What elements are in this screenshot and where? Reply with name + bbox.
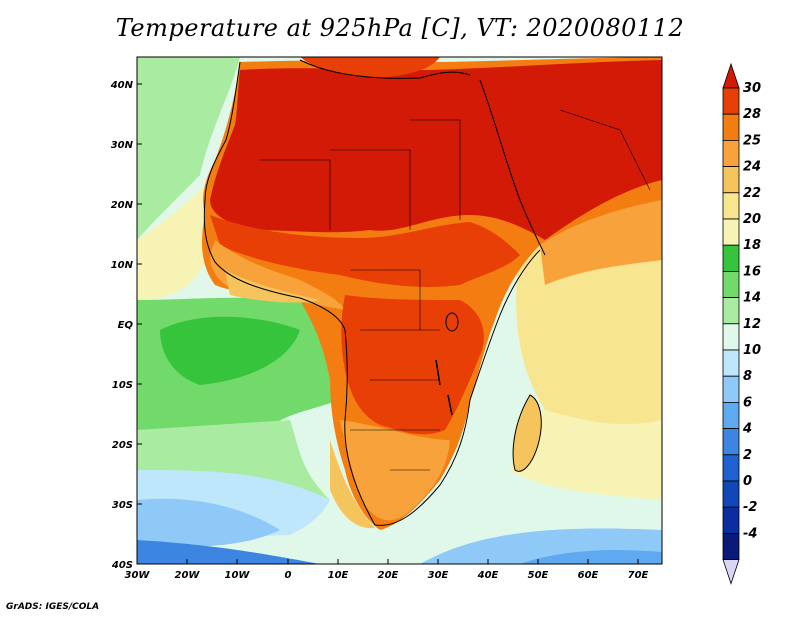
southern-ocean-cold xyxy=(137,540,320,564)
lon-label: 10W xyxy=(225,570,251,581)
colorbar-segment xyxy=(722,401,740,429)
colorbar-label: 0 xyxy=(743,474,752,489)
lon-label: 10E xyxy=(328,570,349,581)
colorbar-segment xyxy=(722,349,740,377)
lake-malawi xyxy=(447,394,453,416)
indian-ocean-mid xyxy=(510,410,662,500)
atlantic-north-zone xyxy=(137,57,240,240)
lat-label: 10N xyxy=(111,260,134,271)
lat-label: EQ xyxy=(118,320,134,331)
madagascar xyxy=(513,395,542,472)
colorbar-segment xyxy=(722,454,740,482)
lat-label: 40S xyxy=(111,560,133,571)
colorbar-segment xyxy=(722,87,740,115)
colorbar-label: 28 xyxy=(743,107,761,122)
lat-label: 30N xyxy=(111,140,134,151)
colorbar-label: 6 xyxy=(743,395,752,410)
lat-labels: 40N 30N 20N 10N EQ 10S 20S 30S 40S xyxy=(110,80,134,571)
lon-label: 20W xyxy=(175,570,201,581)
colorbar-label: 18 xyxy=(743,238,761,253)
colorbar-segment xyxy=(722,244,740,272)
atlantic-warm-core xyxy=(160,316,300,385)
colorbar-label: 12 xyxy=(743,317,761,332)
arabian-sea-zone xyxy=(540,200,662,285)
lon-label: 30E xyxy=(428,570,449,581)
lat-label: 20S xyxy=(112,440,133,451)
colorbar-segment xyxy=(722,192,740,220)
grads-credit: GrADS: IGES/COLA xyxy=(6,602,100,612)
colorbar-label: -2 xyxy=(743,500,757,515)
lon-label: 0 xyxy=(285,570,292,581)
colorbar-label: 16 xyxy=(743,264,761,279)
map-frame xyxy=(136,56,663,565)
mediterranean-zone xyxy=(300,57,440,78)
colorbar-segment xyxy=(722,297,740,325)
colorbar-segment xyxy=(722,113,740,141)
lat-tick-marks xyxy=(137,83,142,565)
map-title: Temperature at 925hPa [C], VT: 202008011… xyxy=(115,14,685,42)
colorbar-label: 10 xyxy=(743,343,761,358)
colorbar-segment xyxy=(722,218,740,246)
indian-ocean-south xyxy=(400,470,662,564)
southern-ocean-east-cold xyxy=(520,550,662,564)
colorbar-label: 2 xyxy=(743,448,752,463)
colorbar-label: 24 xyxy=(743,160,761,175)
atlantic-subtropical-zone xyxy=(137,185,210,300)
colorbar-segment xyxy=(722,480,740,508)
colorbar-segment xyxy=(722,375,740,403)
colorbar-label: 22 xyxy=(743,186,761,201)
lon-label: 60E xyxy=(578,570,599,581)
colorbar-segment xyxy=(722,270,740,298)
colorbar-top-arrow xyxy=(722,62,740,89)
lat-label: 30S xyxy=(112,500,133,511)
lat-label: 40N xyxy=(110,80,134,91)
colorbar-label: -4 xyxy=(743,526,757,541)
lat-label: 10S xyxy=(112,380,133,391)
sahara-hot-core xyxy=(210,60,662,240)
lon-label: 50E xyxy=(528,570,549,581)
southwest-coast xyxy=(330,440,375,529)
colorbar-label: 8 xyxy=(743,369,752,384)
colorbar-label: 20 xyxy=(743,212,761,227)
lon-tick-marks xyxy=(136,559,639,564)
coastlines xyxy=(203,59,546,526)
lon-labels: 30W 20W 10W 0 10E 20E 30E 40E 50E 60E 70… xyxy=(125,570,649,581)
colorbar-label: 25 xyxy=(743,133,761,148)
lon-label: 40E xyxy=(477,570,499,581)
lon-label: 70E xyxy=(628,570,649,581)
lake-tanganyika xyxy=(435,359,441,386)
colorbar-bottom-arrow xyxy=(722,559,740,585)
colorbar-segment xyxy=(722,139,740,167)
lon-label: 30W xyxy=(125,570,151,581)
sahel-zone xyxy=(210,215,520,287)
colorbar-segment xyxy=(722,428,740,456)
colorbar-label: 14 xyxy=(743,291,761,306)
colorbar-label: 30 xyxy=(743,81,761,96)
country-borders xyxy=(260,109,651,471)
temperature-field xyxy=(137,57,662,564)
colorbar-segment xyxy=(722,533,740,561)
lat-label: 20N xyxy=(111,200,134,211)
colorbar-segment xyxy=(722,506,740,534)
guinea-coast xyxy=(225,270,320,303)
colorbar-label: 4 xyxy=(742,422,752,437)
colorbar-segment xyxy=(722,166,740,194)
lake-victoria xyxy=(445,312,459,332)
southern-ocean-zone xyxy=(137,498,280,547)
lon-label: 20E xyxy=(378,570,399,581)
colorbar-segment xyxy=(722,323,740,351)
